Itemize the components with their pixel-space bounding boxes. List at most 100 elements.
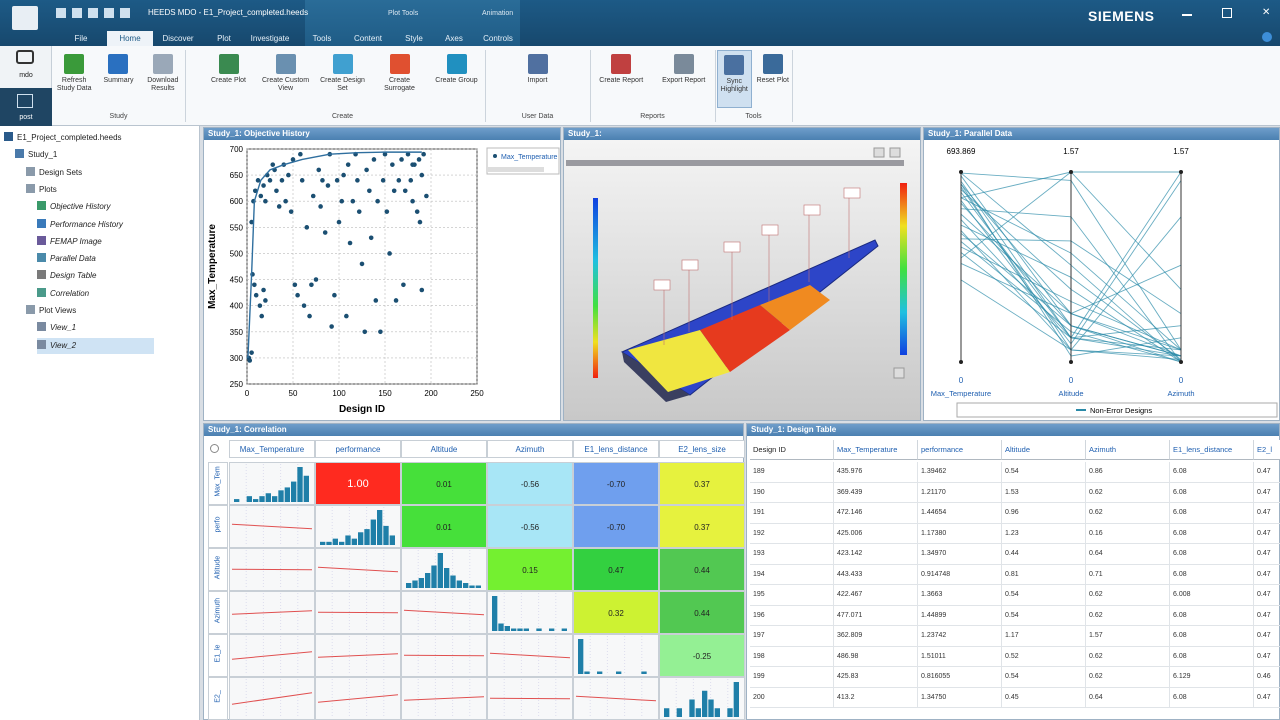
ribbon-button[interactable]: Import <box>487 50 588 108</box>
tree-item[interactable]: Parallel Data <box>37 251 154 267</box>
row-label[interactable]: Altitude <box>214 555 222 580</box>
mini-plot[interactable] <box>487 591 573 634</box>
mode-label[interactable]: mdo <box>19 72 33 79</box>
tree-item[interactable]: Plot Views <box>26 303 154 319</box>
column-header[interactable]: E1_lens_distance <box>573 440 659 458</box>
mini-plot[interactable] <box>401 548 487 591</box>
help-button[interactable] <box>1262 32 1272 42</box>
mini-plot[interactable] <box>487 677 573 720</box>
mini-plot[interactable] <box>659 677 745 720</box>
mini-plot[interactable] <box>573 677 659 720</box>
close-button[interactable]: ✕ <box>1262 7 1271 18</box>
tree-item[interactable]: Performance History <box>37 217 154 233</box>
column-header[interactable]: performance <box>918 440 1002 460</box>
ribbon-button[interactable]: Export Report <box>655 50 714 108</box>
correlation-cell[interactable]: 1.00 <box>315 462 401 505</box>
column-header[interactable]: Azimuth <box>487 440 573 458</box>
row-label[interactable]: perfo <box>214 516 222 533</box>
correlation-cell[interactable]: 0.32 <box>573 591 659 634</box>
tree-item[interactable]: Design Sets <box>26 165 154 181</box>
active-mode[interactable]: post <box>0 88 52 126</box>
ribbon-tab[interactable]: Plot <box>217 34 231 43</box>
mini-plot[interactable] <box>401 677 487 720</box>
tree-item[interactable]: FEMAP Image <box>37 234 154 250</box>
column-header[interactable]: Azimuth <box>1086 440 1170 460</box>
ribbon-button[interactable]: Create Plot <box>202 50 255 108</box>
ribbon-button[interactable]: Summary <box>98 50 138 108</box>
correlation-cell[interactable]: 0.44 <box>659 548 745 591</box>
correlation-cell[interactable]: 0.01 <box>401 505 487 548</box>
tree-item[interactable]: Design Table <box>37 268 154 284</box>
mini-plot[interactable] <box>229 505 315 548</box>
correlation-cell[interactable]: 0.44 <box>659 591 745 634</box>
ribbon-button[interactable]: Create Group <box>430 50 483 108</box>
view-button[interactable] <box>873 147 885 158</box>
ribbon-button[interactable]: Refresh Study Data <box>54 50 94 108</box>
ribbon-tab[interactable]: Style <box>405 34 423 43</box>
tree-item[interactable]: Objective History <box>37 199 154 215</box>
column-header[interactable]: Altitude <box>1002 440 1086 460</box>
column-header[interactable]: E2_lens_size <box>659 440 745 458</box>
row-label[interactable]: Max_Tem <box>214 466 222 497</box>
tree-item[interactable]: Correlation <box>37 286 154 302</box>
column-header[interactable]: E1_lens_distance <box>1170 440 1254 460</box>
app-icon[interactable] <box>12 6 38 30</box>
row-label[interactable]: Azimuth <box>214 597 222 624</box>
tree-item[interactable]: Plots <box>26 182 154 198</box>
quick-icon[interactable] <box>72 8 82 18</box>
ribbon-tab[interactable]: Investigate <box>250 34 290 43</box>
ribbon-button[interactable]: Reset Plot <box>756 50 791 108</box>
correlation-cell[interactable]: -0.25 <box>659 634 745 677</box>
mini-plot[interactable] <box>315 591 401 634</box>
mini-plot[interactable] <box>315 634 401 677</box>
mini-plot[interactable] <box>487 634 573 677</box>
ribbon-tab[interactable]: Discover <box>162 34 194 43</box>
correlation-cell[interactable]: 0.37 <box>659 505 745 548</box>
mini-plot[interactable] <box>315 548 401 591</box>
row-label[interactable]: E1_le <box>214 644 222 663</box>
mini-plot[interactable] <box>315 505 401 548</box>
minimize-button[interactable] <box>1182 14 1192 16</box>
column-header[interactable]: Max_Temperature <box>229 440 315 458</box>
correlation-cell[interactable]: -0.56 <box>487 505 573 548</box>
column-header[interactable]: performance <box>315 440 401 458</box>
mini-plot[interactable] <box>315 677 401 720</box>
ribbon-button[interactable]: Create Report <box>592 50 651 108</box>
mini-plot[interactable] <box>229 634 315 677</box>
mini-plot[interactable] <box>401 591 487 634</box>
ribbon-button[interactable]: Create Design Set <box>316 50 369 108</box>
column-header[interactable]: Altitude <box>401 440 487 458</box>
quick-icon[interactable] <box>88 8 98 18</box>
ribbon-button[interactable]: Sync Highlight <box>717 50 752 108</box>
correlation-cell[interactable]: -0.70 <box>573 505 659 548</box>
column-header[interactable]: Max_Temperature <box>834 440 918 460</box>
tree-item[interactable]: View_1 <box>37 320 154 336</box>
mini-plot[interactable] <box>229 548 315 591</box>
correlation-cell[interactable]: -0.56 <box>487 462 573 505</box>
correlation-cell[interactable]: 0.37 <box>659 462 745 505</box>
correlation-cell[interactable]: -0.70 <box>573 462 659 505</box>
ribbon-button[interactable]: Download Results <box>143 50 183 108</box>
mini-plot[interactable] <box>229 591 315 634</box>
correlation-cell[interactable]: 0.15 <box>487 548 573 591</box>
correlation-cell[interactable]: 0.47 <box>573 548 659 591</box>
ribbon-tab[interactable]: Home <box>107 31 153 46</box>
mini-plot[interactable] <box>229 677 315 720</box>
ribbon-tab[interactable]: Tools <box>312 34 332 43</box>
column-header[interactable]: Design ID <box>750 440 834 460</box>
mini-plot[interactable] <box>573 634 659 677</box>
restore-button[interactable] <box>1222 8 1232 18</box>
tree-item[interactable]: E1_Project_completed.heeds <box>4 130 154 146</box>
ribbon-tab[interactable]: Content <box>353 34 383 43</box>
tree-item[interactable]: View_2 <box>37 337 154 354</box>
mini-plot[interactable] <box>229 462 315 505</box>
ribbon-tab[interactable]: Controls <box>483 34 513 43</box>
correlation-cell[interactable]: 0.01 <box>401 462 487 505</box>
ribbon-button[interactable]: Create Surrogate <box>373 50 426 108</box>
quick-icon[interactable] <box>120 8 130 18</box>
tree-item[interactable]: Study_1 <box>15 147 154 163</box>
ribbon-tab[interactable]: File <box>74 34 88 43</box>
mini-plot[interactable] <box>401 634 487 677</box>
quick-icon[interactable] <box>56 8 66 18</box>
column-header[interactable]: E2_l <box>1254 440 1280 460</box>
